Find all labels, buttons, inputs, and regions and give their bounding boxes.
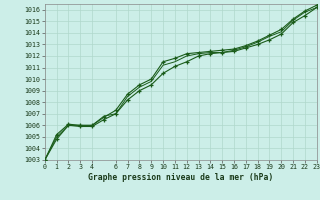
X-axis label: Graphe pression niveau de la mer (hPa): Graphe pression niveau de la mer (hPa) <box>88 173 273 182</box>
